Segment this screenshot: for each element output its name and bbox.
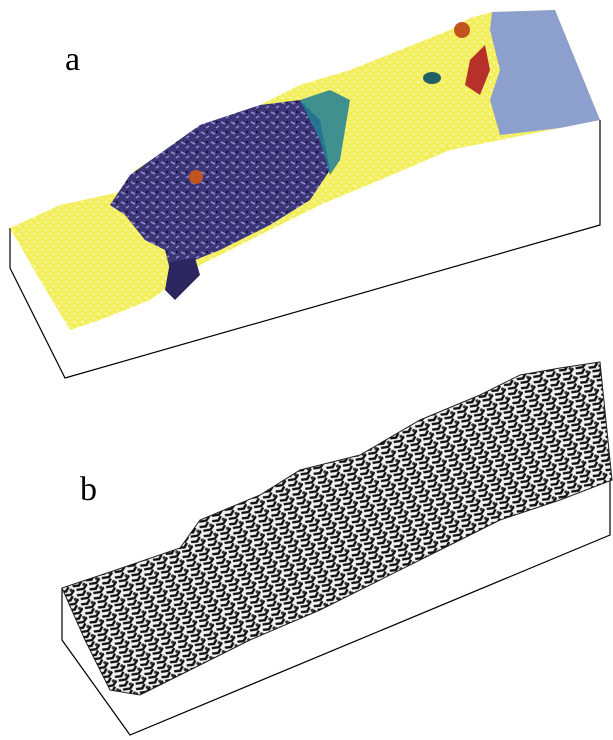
blue-region bbox=[490, 10, 600, 135]
block-outline bbox=[9, 120, 601, 379]
purple-lobe bbox=[165, 258, 200, 300]
orange-spot bbox=[454, 22, 470, 38]
teal-region bbox=[300, 90, 350, 175]
teal-spot bbox=[423, 72, 441, 84]
surface-b bbox=[61, 361, 613, 696]
orange-spot bbox=[189, 170, 203, 184]
red-region bbox=[465, 45, 490, 95]
panel-b: b bbox=[61, 361, 613, 736]
block-outline bbox=[61, 480, 611, 736]
purple-region bbox=[110, 100, 330, 270]
panel-a: a bbox=[9, 10, 601, 379]
panel-label: a bbox=[65, 41, 80, 78]
panel-label: b bbox=[80, 471, 97, 508]
